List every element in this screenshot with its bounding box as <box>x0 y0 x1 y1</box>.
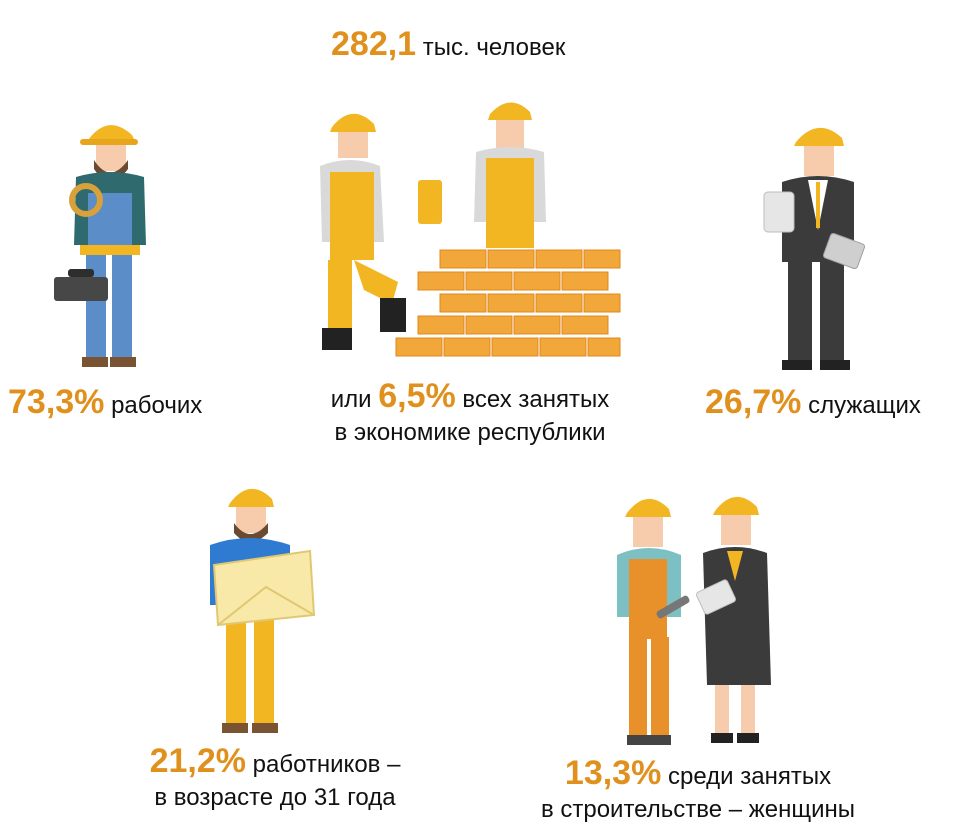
worker-with-toolbox-icon <box>54 125 146 367</box>
stat-share-value: 6,5% <box>378 377 456 415</box>
stat-workers: 73,3% рабочих <box>8 383 203 422</box>
stat-youth-line2: в возрасте до 31 года <box>154 784 396 811</box>
headline-value: 282,1 <box>331 25 417 63</box>
women-builders-icon <box>617 496 771 745</box>
stat-share-prefix: или <box>330 386 372 413</box>
stat-women: 13,3% среди занятых в строительстве – же… <box>498 754 898 826</box>
stat-women-line2: в строительстве – женщины <box>540 796 856 823</box>
stat-employees: 26,7% служащих <box>705 383 921 422</box>
stat-share-line2: в экономике республики <box>334 419 606 446</box>
stat-women-label: среди занятых <box>667 763 832 790</box>
headline: 282,1 тыс. человек <box>331 25 566 64</box>
stat-workers-value: 73,3% <box>8 383 105 421</box>
worker-with-blueprint-icon <box>210 488 316 733</box>
stat-women-value: 13,3% <box>564 754 662 792</box>
stat-youth-value: 21,2% <box>149 742 246 780</box>
stat-employees-label: служащих <box>808 392 921 419</box>
bricklayers-with-brick-wall-icon <box>320 102 621 357</box>
office-employee-with-papers-icon <box>763 127 866 370</box>
stat-youth: 21,2% работников – в возрасте до 31 года <box>95 742 455 814</box>
stat-share: или 6,5% всех занятых в экономике респуб… <box>300 377 640 449</box>
stat-employees-value: 26,7% <box>705 383 802 421</box>
stat-youth-label: работников – <box>252 751 401 778</box>
stat-workers-label: рабочих <box>111 392 203 419</box>
headline-unit: тыс. человек <box>422 34 566 61</box>
stat-share-label: всех занятых <box>462 386 610 413</box>
